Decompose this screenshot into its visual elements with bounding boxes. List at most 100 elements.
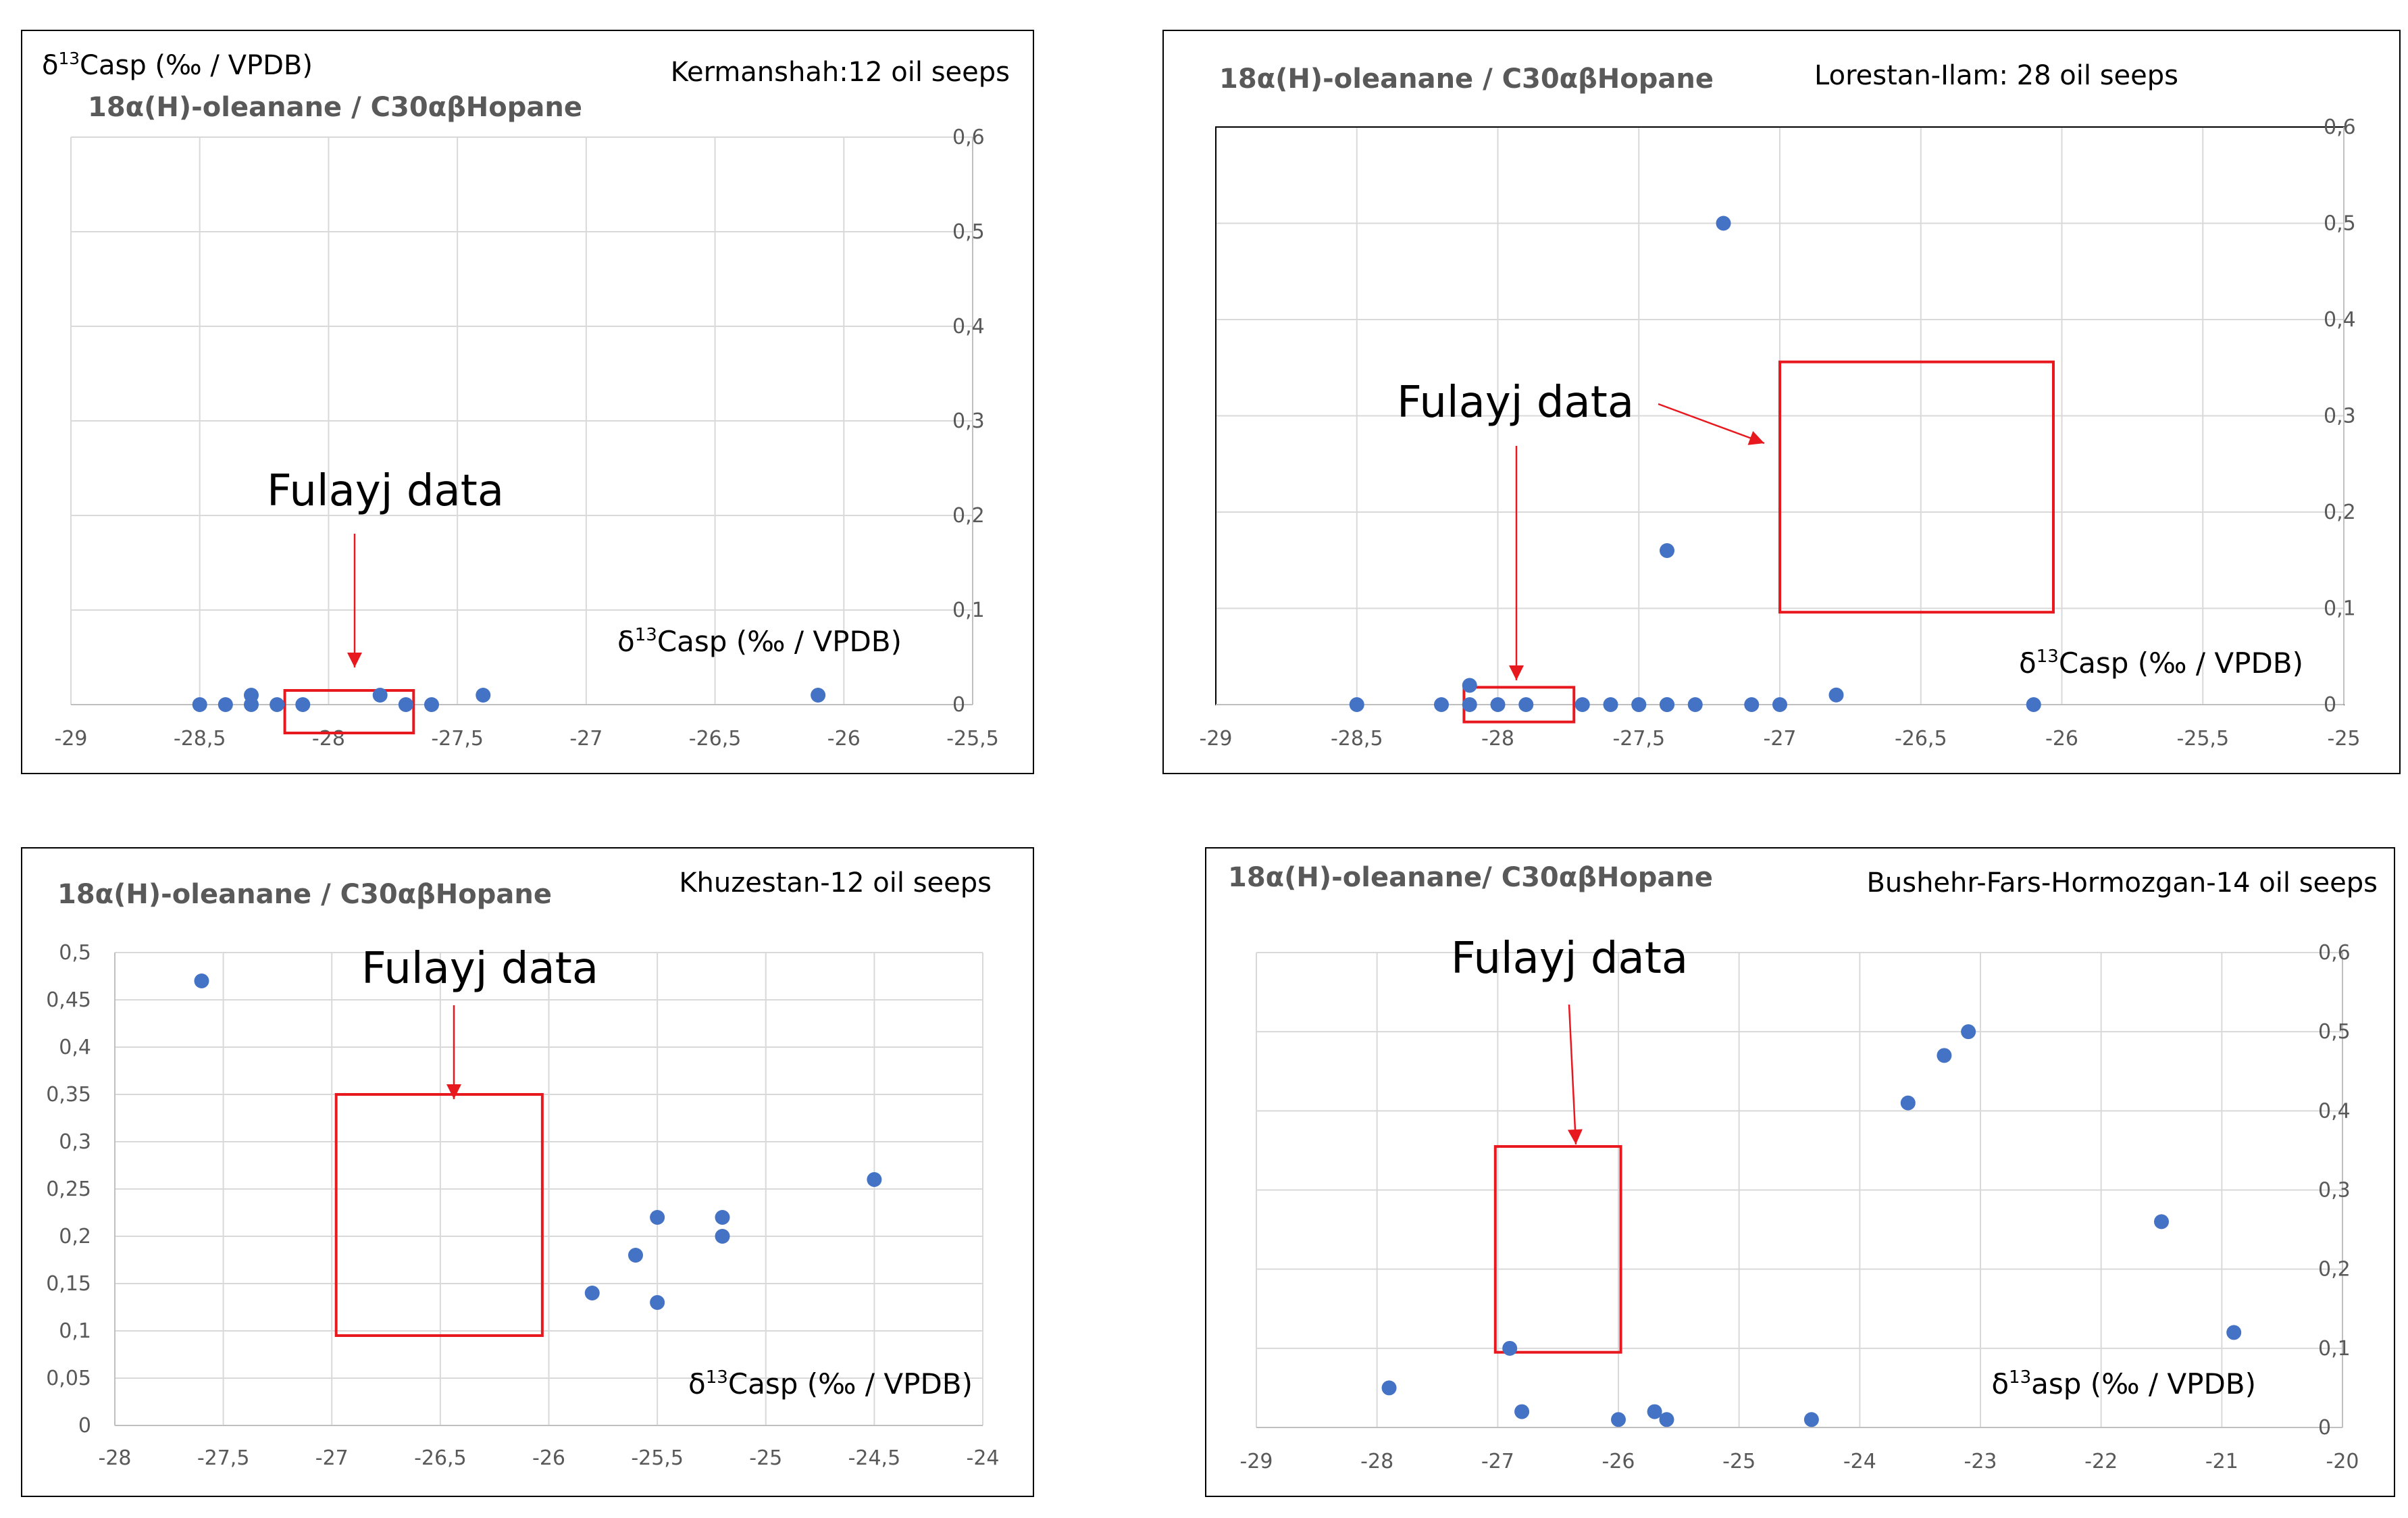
x-tick-label: -27 xyxy=(1764,727,1797,751)
data-point xyxy=(715,1210,730,1225)
x-tick-label: -26 xyxy=(827,727,861,751)
x-tick-label: -23 xyxy=(1964,1450,1997,1473)
x-tick-label: -27,5 xyxy=(197,1446,250,1470)
y-tick-label: 0,4 xyxy=(2324,308,2356,332)
data-point xyxy=(1803,1412,1819,1427)
data-point xyxy=(1900,1095,1916,1111)
data-point xyxy=(1490,697,1506,712)
y-tick-label: 0,3 xyxy=(2324,405,2356,428)
data-point xyxy=(1574,697,1590,712)
fulayj-highlight-box xyxy=(1493,1145,1622,1354)
data-point xyxy=(217,697,233,712)
x-tick-label: -24 xyxy=(1843,1450,1876,1473)
fulayj-highlight-box xyxy=(283,689,415,734)
data-point xyxy=(1631,697,1647,712)
region-label: Lorestan-Ilam: 28 oil seeps xyxy=(1814,60,2178,91)
x-tick-label: -28 xyxy=(312,727,345,751)
y-tick-label: 0 xyxy=(952,693,965,717)
y-tick-label: 0 xyxy=(2324,693,2336,717)
data-point xyxy=(1659,1412,1674,1427)
y-tick-label: 0,1 xyxy=(2318,1337,2351,1361)
y-tick-label: 0,25 xyxy=(46,1178,91,1201)
data-point xyxy=(2226,1325,2242,1340)
data-point xyxy=(650,1210,665,1225)
chart-panel-2: -29 -28,5 -28 -27,5 -27 -26,5 -26 -25,5 -25 0 0,1 0… xyxy=(1162,30,2401,774)
annotation-arrow-head xyxy=(347,653,362,667)
data-point xyxy=(295,697,311,712)
data-point xyxy=(1687,697,1703,712)
y-tick-label: 0,35 xyxy=(46,1083,91,1107)
x-axis-label: δ13asp (‰ / VPDB) xyxy=(1991,1367,2256,1400)
x-tick-label: -28 xyxy=(99,1446,132,1470)
data-point xyxy=(584,1286,600,1300)
data-point xyxy=(244,688,259,703)
x-tick-label: -22 xyxy=(2084,1450,2118,1473)
data-point xyxy=(194,973,209,988)
x-tick-label: -26,5 xyxy=(1895,727,1947,751)
chart-title: 18α(H)-oleanane/ C30αβHopane xyxy=(1228,862,1713,893)
x-tick-label: -25 xyxy=(1722,1450,1756,1473)
x-tick-label: -29 xyxy=(55,727,88,751)
x-tick-label: -29 xyxy=(1200,727,1233,751)
x-tick-label: -26,5 xyxy=(414,1446,467,1470)
y-tick-label: 0,5 xyxy=(952,220,985,244)
y-tick-label: 0,2 xyxy=(2324,501,2356,524)
chart-frame xyxy=(21,847,1034,1497)
x-tick-label: -27,5 xyxy=(1612,727,1665,751)
x-tick-label: -21 xyxy=(2205,1450,2238,1473)
y-tick-label: 0,15 xyxy=(46,1272,91,1296)
x-tick-label: -28,5 xyxy=(1331,727,1383,751)
data-point xyxy=(192,697,207,712)
annotation-arrow xyxy=(1568,1004,1577,1145)
chart-frame xyxy=(1162,30,2401,774)
x-tick-label: -27 xyxy=(1481,1450,1514,1473)
data-point xyxy=(650,1295,665,1310)
chart-panel-1: -29 -28,5 -28 -27,5 -27 -26,5 -26 -25,5 0 0,1 0,2 0… xyxy=(21,30,1034,774)
y-tick-label: 0,5 xyxy=(2318,1020,2351,1044)
x-axis-label: δ13Casp (‰ / VPDB) xyxy=(2019,647,2303,680)
chart-panel-4: -29 -28 -27 -26 -25 -24 -23 -22 -21 -20 0 0,1 0,2 0,3… xyxy=(1205,847,2395,1497)
annotation-arrow-head xyxy=(1509,665,1524,680)
x-tick-label: -25 xyxy=(749,1446,782,1470)
data-point xyxy=(1647,1404,1662,1419)
chart-title: 18α(H)-oleanane / C30αβHopane xyxy=(88,92,582,123)
y-tick-label: 0 xyxy=(78,1414,91,1438)
y-tick-label: 0,6 xyxy=(2318,941,2351,965)
annotation-arrow-head xyxy=(1567,1129,1583,1144)
y-tick-label: 0,3 xyxy=(59,1130,91,1154)
x-tick-label: -28 xyxy=(1360,1450,1393,1473)
annotation-arrow-head xyxy=(446,1084,461,1099)
x-tick-label: -26 xyxy=(532,1446,565,1470)
data-point xyxy=(1961,1024,1976,1040)
x-tick-label: -26 xyxy=(2045,727,2078,751)
x-tick-label: -25,5 xyxy=(2176,727,2229,751)
data-point xyxy=(1434,697,1449,712)
fulayj-highlight-box-2 xyxy=(1778,360,2055,614)
region-label: Khuzestan-12 oil seeps xyxy=(679,867,992,899)
data-point xyxy=(811,688,826,703)
data-point xyxy=(1514,1404,1530,1419)
y-tick-label: 0,1 xyxy=(2324,597,2356,621)
y-tick-label: 0,05 xyxy=(46,1367,91,1390)
x-tick-label: -27 xyxy=(315,1446,349,1470)
x-tick-label: -25 xyxy=(2328,727,2361,751)
data-point xyxy=(1603,697,1618,712)
y-tick-label: 0,4 xyxy=(952,315,985,338)
y-tick-label: 0,1 xyxy=(59,1319,91,1343)
y-tick-label: 0,45 xyxy=(46,988,91,1012)
x-tick-label: -28 xyxy=(1481,727,1514,751)
annotation-arrow-2 xyxy=(1658,403,1765,445)
y-tick-label: 0,5 xyxy=(2324,212,2356,236)
y-tick-label: 0,4 xyxy=(59,1036,91,1059)
data-point xyxy=(1518,697,1534,712)
annotation-arrow-2-head xyxy=(1747,431,1764,445)
data-point xyxy=(1462,678,1477,693)
data-point xyxy=(372,688,388,703)
fulayj-annotation: Fulayj data xyxy=(361,944,598,994)
y-tick-label: 0,2 xyxy=(952,504,985,528)
region-label: Kermanshah:12 oil seeps xyxy=(671,57,1010,88)
data-point xyxy=(1828,687,1844,703)
x-tick-label: -29 xyxy=(1240,1450,1273,1473)
data-point xyxy=(424,697,439,712)
y-tick-label: 0,3 xyxy=(952,409,985,433)
